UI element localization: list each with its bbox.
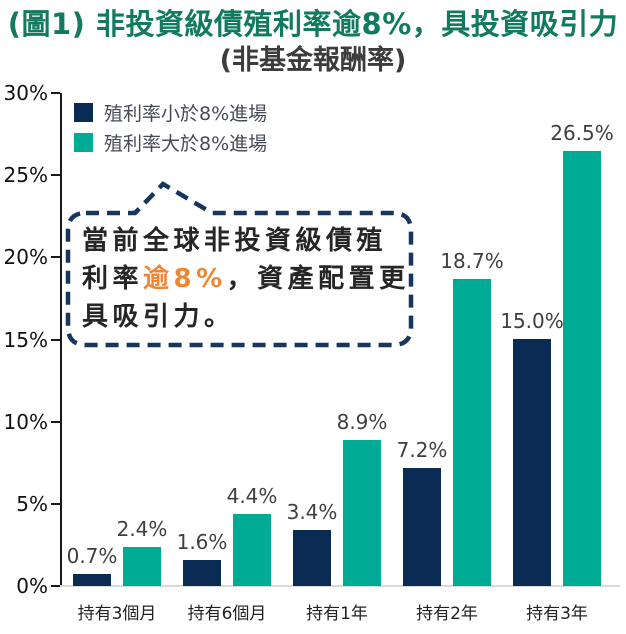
x-axis-line [60,585,620,587]
x-axis-label-持有3年: 持有3年 [526,604,588,624]
x-axis-label-持有1年: 持有1年 [306,604,368,624]
legend-item-below-8pct: 殖利率小於8%進場 [74,102,267,125]
value-label-8.9%: 8.9% [336,410,388,434]
y-axis-line [60,93,62,586]
y-tick-label-20%: 20% [3,245,48,269]
x-axis-label-持有3個月: 持有3個月 [77,604,157,624]
bar-navy-持有2年 [403,468,441,586]
value-label-1.6%: 1.6% [176,530,228,554]
value-label-3.4%: 3.4% [286,500,338,524]
bar-navy-持有6個月 [183,560,221,586]
chart-title: (圖1) 非投資級債殖利率逾8%，具投資吸引力 [7,7,619,41]
value-label-2.4%: 2.4% [116,517,168,541]
y-tick-label-0%: 0% [16,574,48,598]
callout-speech-bubble-outline [65,181,414,348]
y-tick-mark-0% [51,585,60,587]
x-axis-label-持有2年: 持有2年 [416,604,478,624]
bar-navy-持有3個月 [73,574,111,586]
legend-swatch-navy [74,102,93,122]
value-label-7.2%: 7.2% [396,438,448,462]
value-label-18.7%: 18.7% [440,249,504,273]
y-tick-mark-5% [51,503,60,505]
y-tick-mark-30% [51,92,60,94]
legend-label-above-8pct: 殖利率大於8%進場 [104,132,268,155]
x-axis-label-持有6個月: 持有6個月 [187,604,267,624]
legend-item-above-8pct: 殖利率大於8%進場 [74,132,267,155]
callout-line-2-post: ，資產配置更 [226,264,410,294]
y-tick-mark-10% [51,421,60,423]
callout-line-2-pre: 利率 [82,264,144,294]
y-tick-label-25%: 25% [3,163,48,187]
chart-subtitle: (非基金報酬率) [219,45,407,76]
value-label-15.0%: 15.0% [500,309,564,333]
bar-teal-持有3個月 [123,547,161,586]
bar-teal-持有1年 [343,440,381,586]
y-tick-label-15%: 15% [3,328,48,352]
callout-line-2: 利率逾8%，資產配置更 [82,260,408,298]
value-label-0.7%: 0.7% [66,544,118,568]
value-label-26.5%: 26.5% [550,121,614,145]
y-tick-label-30%: 30% [3,81,48,105]
callout-line-1: 當前全球非投資級債殖 [82,226,388,256]
bar-navy-持有3年 [513,339,551,586]
y-tick-mark-25% [51,174,60,176]
bar-teal-持有2年 [453,279,491,586]
legend: 殖利率小於8%進場 殖利率大於8%進場 [74,102,267,162]
bar-navy-持有1年 [293,530,331,586]
y-tick-mark-15% [51,339,60,341]
y-tick-label-10%: 10% [3,410,48,434]
callout-line-3: 具吸引力。 [82,302,235,332]
y-tick-mark-20% [51,256,60,258]
value-label-4.4%: 4.4% [226,484,278,508]
callout-text: 當前全球非投資級債殖 利率逾8%，資產配置更 具吸引力。 [82,222,408,336]
legend-swatch-teal [74,132,93,152]
callout-highlight: 逾8% [143,264,227,294]
legend-label-below-8pct: 殖利率小於8%進場 [104,102,268,125]
y-tick-label-5%: 5% [16,492,48,516]
bar-teal-持有3年 [563,151,601,586]
bar-teal-持有6個月 [233,514,271,586]
